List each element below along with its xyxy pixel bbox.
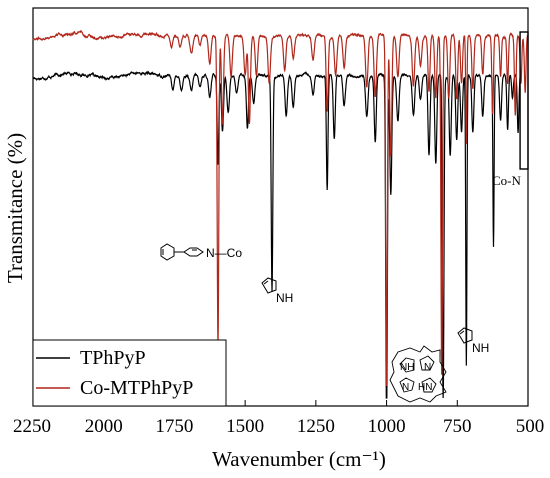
x-tick-label: 500 bbox=[516, 416, 545, 437]
y-axis-label: Transmitance (%) bbox=[3, 133, 27, 283]
x-tick-label: 2000 bbox=[85, 416, 123, 437]
plot-frame bbox=[32, 7, 529, 407]
x-axis-label: Wavenumber (cm⁻¹) bbox=[212, 447, 386, 471]
legend: TPhPyP Co-MTPhPyP bbox=[32, 339, 227, 407]
porphyrin-n-label-2: N bbox=[402, 382, 409, 393]
x-tick-label: 1750 bbox=[155, 416, 193, 437]
series-group bbox=[32, 29, 529, 399]
co-n-highlight-box bbox=[519, 31, 529, 170]
series-line-co-mtphpyp bbox=[32, 29, 529, 386]
x-tick-label: 2250 bbox=[13, 416, 51, 437]
x-tick-label: 1250 bbox=[297, 416, 335, 437]
pyrrole-structure-2 bbox=[457, 327, 473, 344]
porphyrin-nh-label: NH bbox=[400, 362, 414, 373]
pyrrole-nh-label-2: NH bbox=[472, 341, 489, 355]
pyrrole-structure-1 bbox=[261, 277, 277, 294]
x-tick-label: 750 bbox=[443, 416, 472, 437]
legend-label-tphpyp: TPhPyP bbox=[80, 347, 146, 369]
pyridine-co-label: N—Co bbox=[206, 246, 242, 260]
pyrrole-nh-label-1: NH bbox=[276, 291, 293, 305]
porphyrin-structure bbox=[389, 345, 447, 403]
x-tick-label: 1500 bbox=[226, 416, 264, 437]
x-tick-label: 1000 bbox=[368, 416, 406, 437]
x-axis-ticks: 2250 2000 1750 1500 1250 1000 750 500 bbox=[13, 400, 544, 437]
legend-box bbox=[32, 339, 227, 407]
legend-label-co-mtphpyp: Co-MTPhPyP bbox=[80, 377, 193, 399]
porphyrin-n-label-1: N bbox=[424, 362, 431, 373]
phenylpyridine-co-structure bbox=[160, 243, 204, 261]
porphyrin-hn-label: HN bbox=[418, 382, 432, 393]
co-n-label: Co-N bbox=[492, 173, 522, 188]
